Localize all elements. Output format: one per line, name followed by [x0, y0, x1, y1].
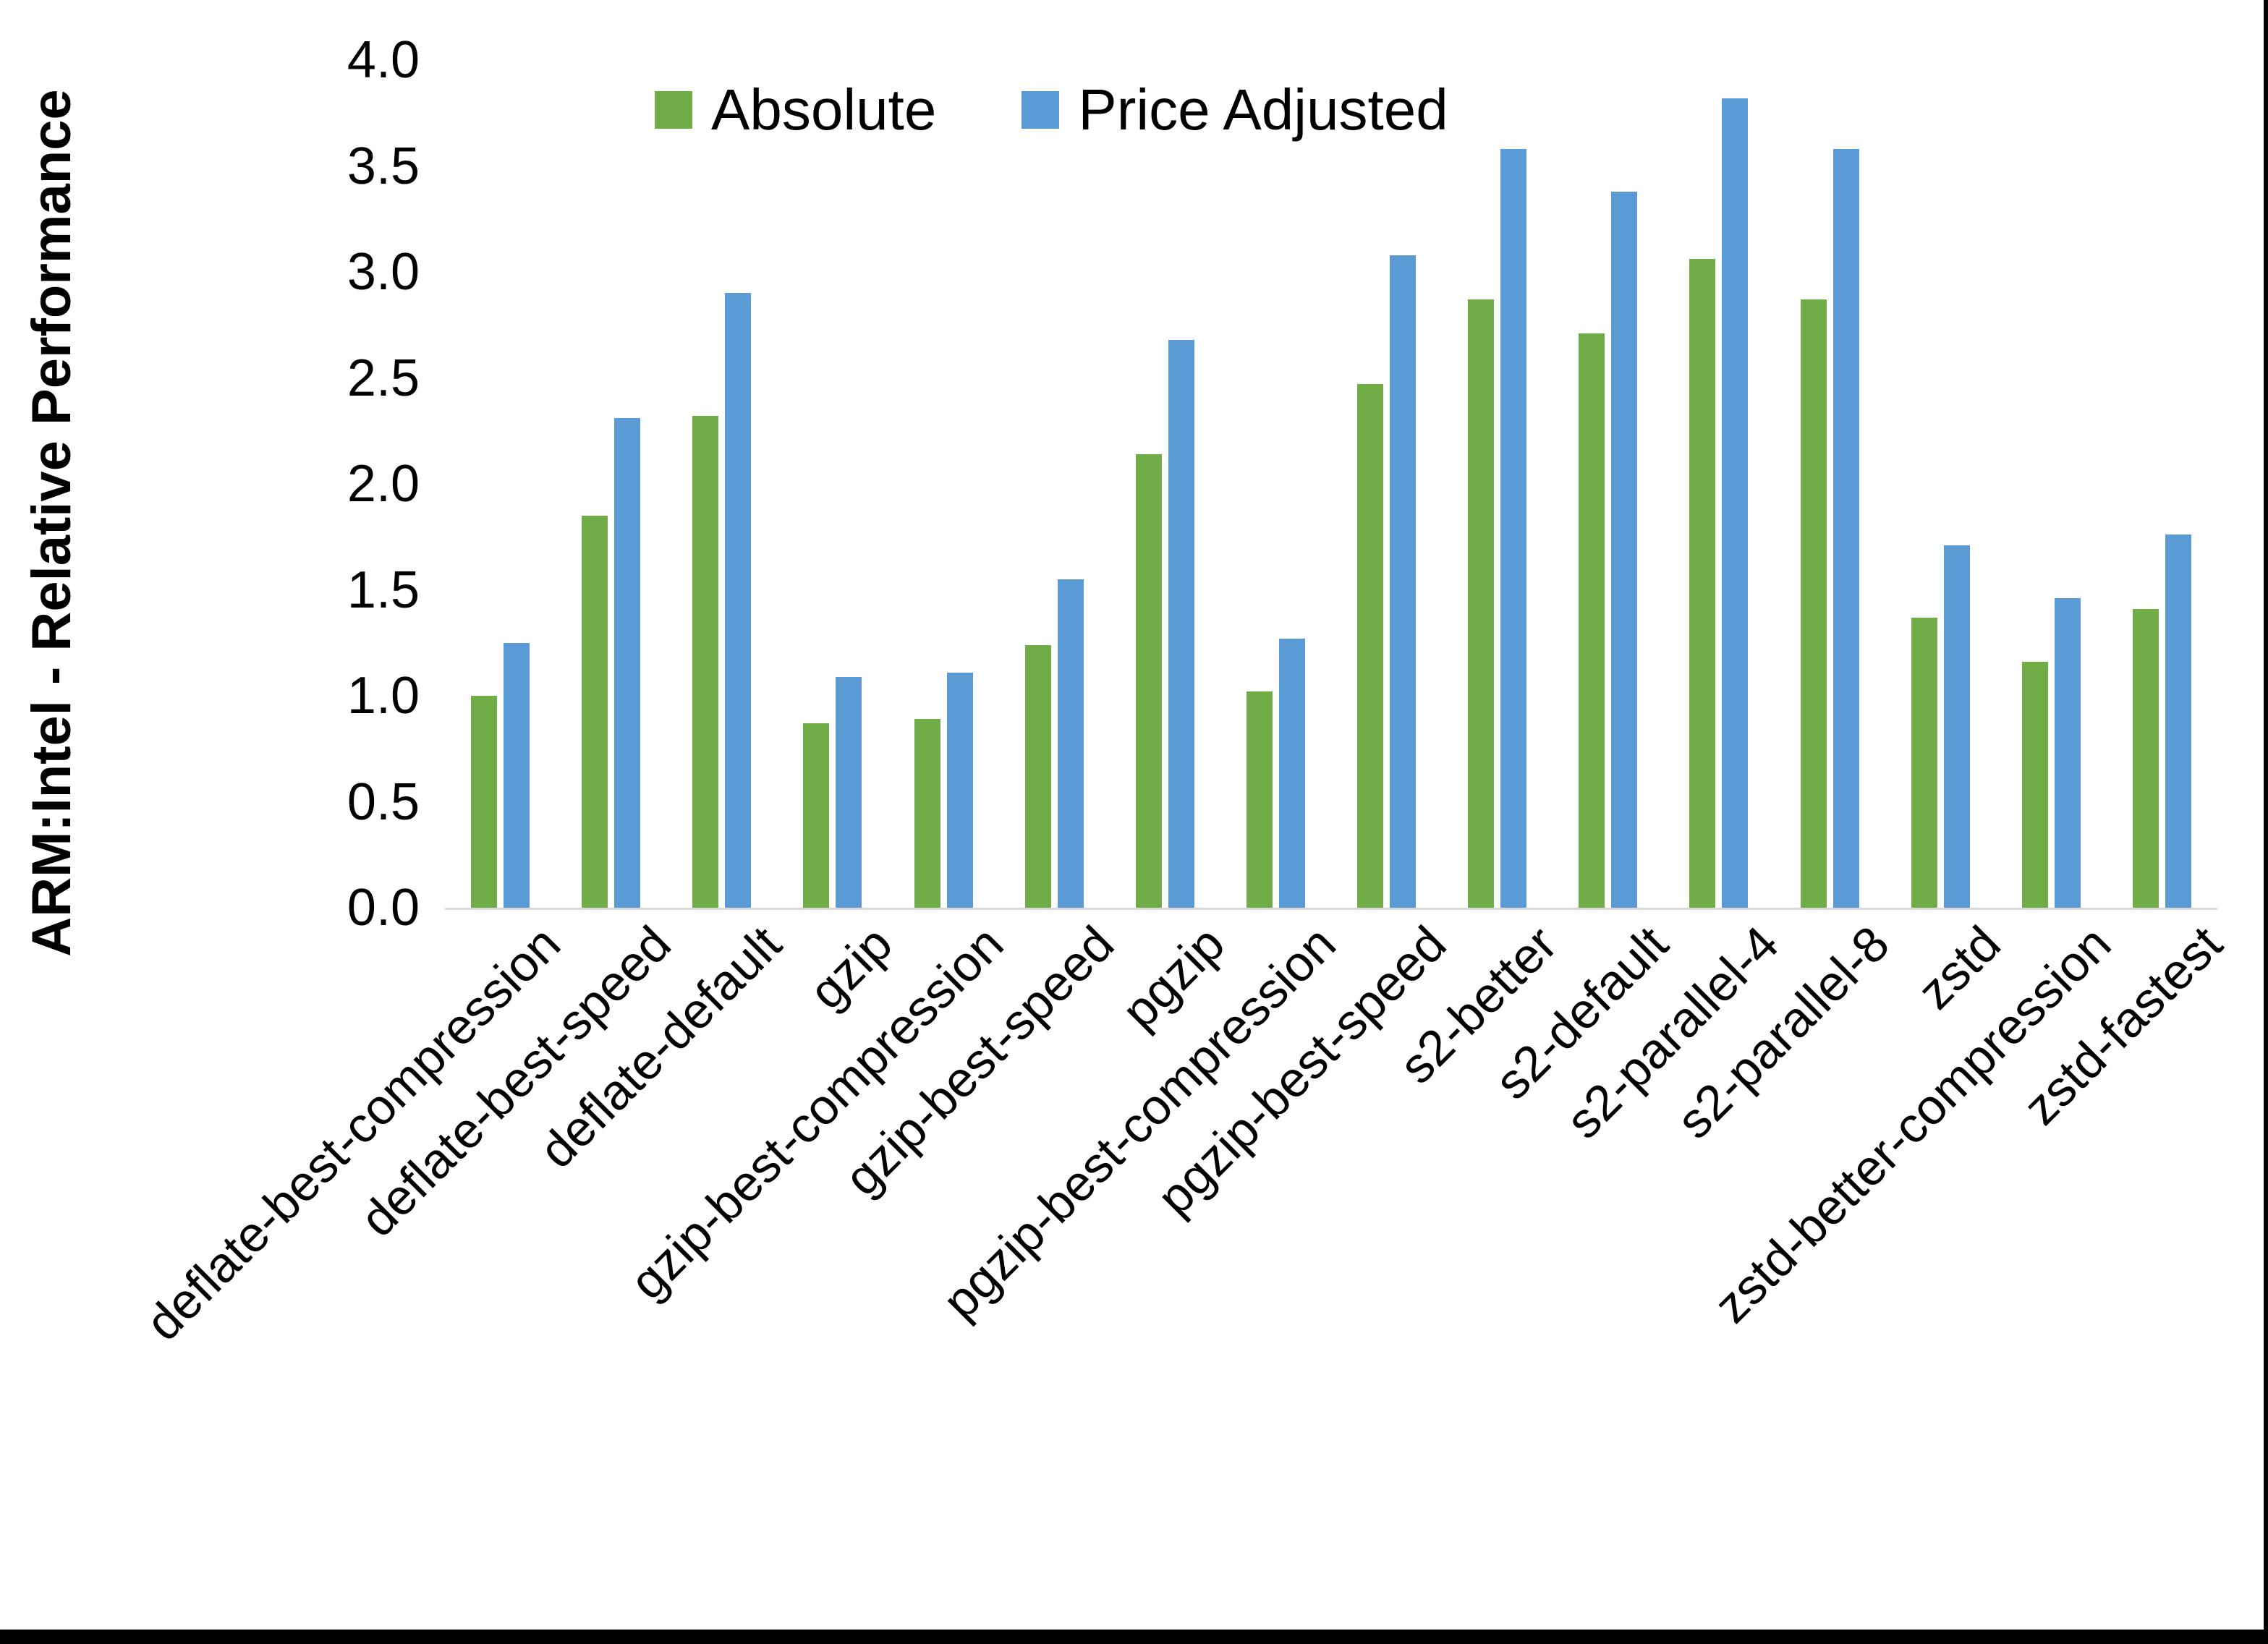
bar-absolute — [471, 696, 498, 908]
bar-group — [445, 60, 556, 908]
legend: Absolute Price Adjusted — [655, 81, 1448, 139]
y-tick-label: 1.5 — [347, 561, 420, 619]
bar-group — [666, 60, 777, 908]
bar-group — [1996, 60, 2107, 908]
bar-group — [1331, 60, 1442, 908]
legend-label: Absolute — [711, 77, 937, 142]
bar-price-adjusted — [725, 293, 752, 908]
bar-absolute — [1135, 453, 1162, 908]
y-tick-label: 0.5 — [347, 772, 420, 831]
bar-price-adjusted — [1500, 149, 1527, 908]
bar-absolute — [1689, 259, 1716, 908]
bar-price-adjusted — [1722, 98, 1749, 908]
window-border-bottom — [0, 1630, 2268, 1644]
bar-price-adjusted — [1943, 545, 1970, 908]
y-tick-label: 4.0 — [347, 31, 420, 89]
bar-price-adjusted — [1278, 638, 1305, 908]
bar-price-adjusted — [836, 676, 862, 908]
bar-absolute — [582, 515, 608, 908]
x-axis-label: deflate-best-compression — [135, 915, 571, 1352]
bar-price-adjusted — [1057, 579, 1084, 908]
bar-group — [556, 60, 666, 908]
y-tick-label: 1.0 — [347, 667, 420, 725]
bar-price-adjusted — [614, 418, 641, 908]
y-tick-label: 2.5 — [347, 349, 420, 407]
bar-price-adjusted — [946, 672, 973, 908]
bar-price-adjusted — [1390, 255, 1417, 908]
bar-group — [777, 60, 888, 908]
y-tick-label: 2.0 — [347, 455, 420, 513]
y-tick-label: 0.0 — [347, 879, 420, 937]
bar-price-adjusted — [2054, 598, 2081, 908]
bar-absolute — [1468, 299, 1495, 908]
y-tick-label: 3.5 — [347, 137, 420, 195]
bar-group — [1775, 60, 1885, 908]
y-tick-label: 3.0 — [347, 243, 420, 301]
bars-container — [445, 60, 2217, 908]
bar-absolute — [2021, 662, 2048, 908]
bar-absolute — [914, 719, 940, 908]
bar-group — [2107, 60, 2217, 908]
legend-item: Price Adjusted — [1022, 81, 1448, 139]
window-border-right — [2264, 0, 2268, 1644]
bar-absolute — [1911, 617, 1937, 908]
bar-absolute — [1800, 299, 1827, 908]
bar-price-adjusted — [1168, 339, 1194, 908]
bar-price-adjusted — [504, 642, 530, 908]
bar-absolute — [803, 723, 830, 908]
bar-absolute — [1357, 384, 1384, 908]
bar-group — [1442, 60, 1553, 908]
plot-area — [445, 60, 2217, 910]
y-axis-title: ARM:Intel - Relative Performance — [21, 89, 82, 957]
legend-swatch-icon — [655, 91, 692, 129]
bar-group — [999, 60, 1110, 908]
bar-absolute — [1246, 691, 1273, 908]
bar-group — [1663, 60, 1774, 908]
legend-label: Price Adjusted — [1078, 77, 1448, 142]
bar-absolute — [1579, 333, 1605, 908]
bar-absolute — [1024, 644, 1051, 908]
legend-swatch-icon — [1022, 91, 1060, 129]
bar-group — [1553, 60, 1663, 908]
bar-group — [1110, 60, 1220, 908]
legend-item: Absolute — [655, 81, 936, 139]
bar-price-adjusted — [2165, 534, 2191, 908]
bar-absolute — [692, 416, 719, 908]
bar-group — [888, 60, 999, 908]
bar-price-adjusted — [1611, 191, 1638, 908]
bar-group — [1885, 60, 1996, 908]
bar-group — [1220, 60, 1331, 908]
bar-absolute — [2132, 608, 2159, 908]
bar-price-adjusted — [1832, 149, 1859, 908]
